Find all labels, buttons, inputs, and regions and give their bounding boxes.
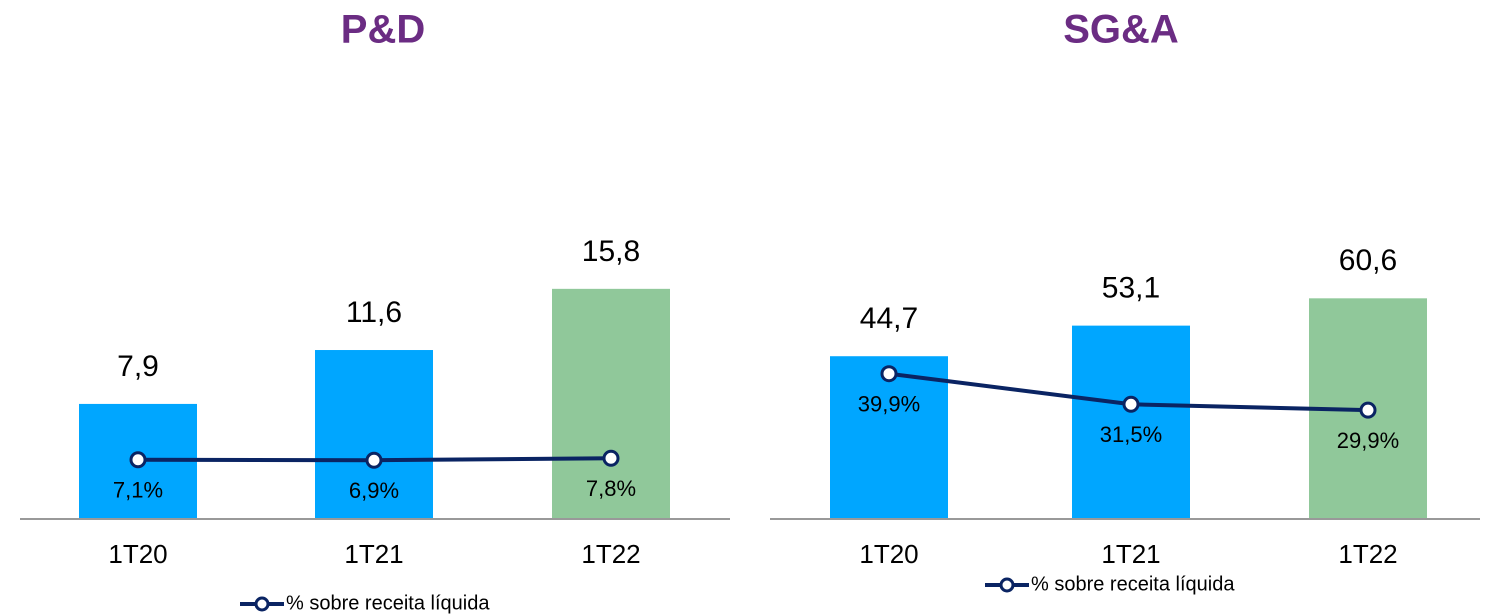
legend-label: % sobre receita líquida bbox=[286, 592, 490, 614]
x-tick-label: 1T20 bbox=[108, 539, 167, 569]
line-marker bbox=[129, 451, 147, 469]
legend-label: % sobre receita líquida bbox=[1031, 573, 1235, 595]
line-value-label: 7,1% bbox=[113, 478, 163, 503]
x-tick-label: 1T20 bbox=[859, 539, 918, 569]
legend-marker bbox=[254, 596, 270, 612]
chart-title: SG&A bbox=[1063, 8, 1179, 52]
legend-marker bbox=[999, 577, 1015, 593]
chart-title: P&D bbox=[341, 8, 425, 52]
bar-value-label: 15,8 bbox=[582, 235, 640, 268]
line-value-label: 7,8% bbox=[586, 476, 636, 501]
line-value-label: 31,5% bbox=[1100, 422, 1162, 447]
bar bbox=[830, 356, 948, 519]
bar-value-label: 44,7 bbox=[860, 302, 918, 335]
x-tick-label: 1T21 bbox=[344, 539, 403, 569]
line-value-label: 6,9% bbox=[349, 478, 399, 503]
x-tick-label: 1T21 bbox=[1101, 539, 1160, 569]
line-marker bbox=[1122, 395, 1140, 413]
bar-value-label: 53,1 bbox=[1102, 272, 1160, 305]
line-marker bbox=[1359, 401, 1377, 419]
bar-value-label: 60,6 bbox=[1339, 244, 1397, 277]
line-marker bbox=[602, 449, 620, 467]
line-value-label: 39,9% bbox=[858, 392, 920, 417]
line-marker bbox=[880, 365, 898, 383]
bar bbox=[315, 350, 433, 519]
bar bbox=[1072, 325, 1190, 519]
x-tick-label: 1T22 bbox=[1338, 539, 1397, 569]
line-value-label: 29,9% bbox=[1337, 428, 1399, 453]
line-marker bbox=[365, 451, 383, 469]
bar-value-label: 11,6 bbox=[346, 296, 402, 329]
bar bbox=[552, 288, 670, 519]
bar-value-label: 7,9 bbox=[117, 350, 159, 383]
x-tick-label: 1T22 bbox=[581, 539, 640, 569]
